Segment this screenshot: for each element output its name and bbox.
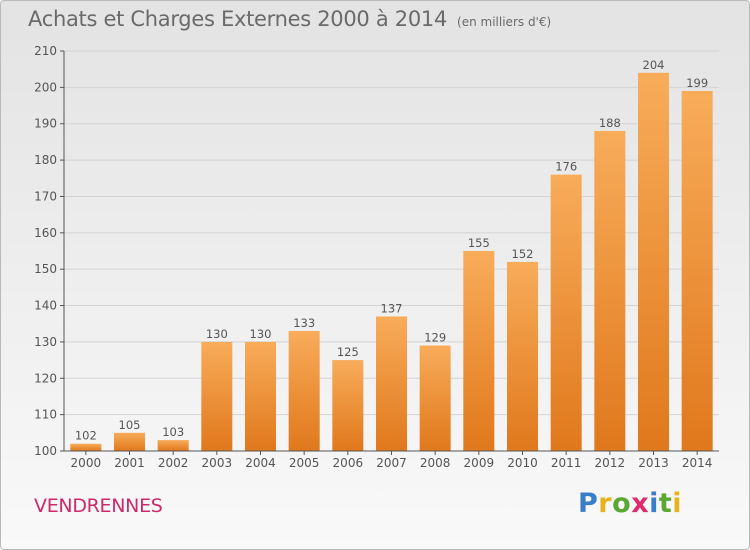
- commune-name: VENDRENNES: [34, 495, 163, 517]
- bar: [70, 443, 102, 451]
- data-label: 105: [119, 418, 141, 432]
- logo-letter: o: [612, 488, 632, 519]
- y-tick-label: 120: [34, 371, 57, 385]
- y-tick-label: 110: [34, 408, 57, 422]
- y-tick-label: 140: [34, 299, 57, 313]
- data-label: 188: [599, 116, 621, 130]
- bar: [201, 341, 233, 451]
- bar: [550, 174, 582, 452]
- data-label: 125: [337, 345, 359, 359]
- x-tick-label: 2006: [333, 456, 364, 470]
- x-tick-label: 2002: [158, 456, 189, 470]
- data-label: 129: [424, 331, 446, 345]
- y-tick-label: 100: [34, 444, 57, 458]
- data-label: 102: [75, 429, 97, 443]
- bar: [332, 360, 364, 451]
- bar: [157, 440, 189, 451]
- x-tick-label: 2014: [682, 456, 713, 470]
- x-tick-label: 2008: [420, 456, 451, 470]
- x-tick-label: 2004: [245, 456, 276, 470]
- x-tick-label: 2007: [376, 456, 407, 470]
- bar: [507, 261, 538, 451]
- logo-letter: P: [578, 488, 599, 519]
- bar: [114, 432, 145, 451]
- data-label: 152: [512, 247, 534, 261]
- data-label: 176: [555, 160, 577, 174]
- bar: [463, 251, 495, 451]
- x-tick-label: 2009: [464, 456, 495, 470]
- bar: [245, 341, 276, 451]
- bar: [376, 316, 407, 451]
- bar: [594, 131, 626, 451]
- y-tick-label: 130: [34, 335, 57, 349]
- data-label: 155: [468, 236, 490, 250]
- x-tick-label: 2003: [202, 456, 233, 470]
- x-tick-label: 2010: [507, 456, 538, 470]
- data-label: 137: [381, 301, 403, 315]
- data-label: 130: [250, 327, 272, 341]
- x-tick-label: 2011: [551, 456, 582, 470]
- y-tick-label: 160: [34, 226, 57, 240]
- data-label: 133: [293, 316, 315, 330]
- x-tick-label: 2001: [114, 456, 145, 470]
- data-labels: 102 105 103 130 130 133 125 137 129 155 152 176 188 2…: [75, 58, 708, 443]
- axes: 100 110 120 130 140 150 160 170 180 190 200 210 2000…: [34, 44, 719, 470]
- logo-letter: i: [649, 488, 659, 519]
- y-tick-label: 190: [34, 117, 57, 131]
- data-label: 199: [686, 76, 708, 90]
- y-tick-label: 200: [34, 80, 57, 94]
- bar: [419, 345, 451, 451]
- chart-subtitle: (en milliers d'€): [457, 15, 552, 29]
- y-tick-label: 170: [34, 189, 57, 203]
- title-row: Achats et Charges Externes 2000 à 2014 (e…: [28, 7, 551, 31]
- x-tick-label: 2005: [289, 456, 320, 470]
- bars: [70, 72, 713, 452]
- proxiti-logo: Proxiti: [578, 488, 682, 519]
- y-tick-label: 210: [34, 44, 57, 58]
- bar: [288, 331, 320, 451]
- data-label: 130: [206, 327, 228, 341]
- bar: [681, 91, 713, 451]
- chart-title: Achats et Charges Externes 2000 à 2014: [28, 7, 448, 31]
- data-label: 103: [162, 425, 184, 439]
- y-tick-label: 180: [34, 153, 57, 167]
- logo-letter: t: [658, 488, 673, 519]
- x-tick-label: 2000: [71, 456, 102, 470]
- logo-letter: i: [672, 488, 683, 519]
- x-tick-label: 2013: [638, 456, 669, 470]
- bar: [638, 72, 669, 452]
- x-tick-label: 2012: [595, 456, 626, 470]
- logo-letter: r: [598, 488, 613, 519]
- y-tick-label: 150: [34, 262, 57, 276]
- logo-letter: x: [631, 488, 650, 519]
- data-label: 204: [643, 58, 665, 72]
